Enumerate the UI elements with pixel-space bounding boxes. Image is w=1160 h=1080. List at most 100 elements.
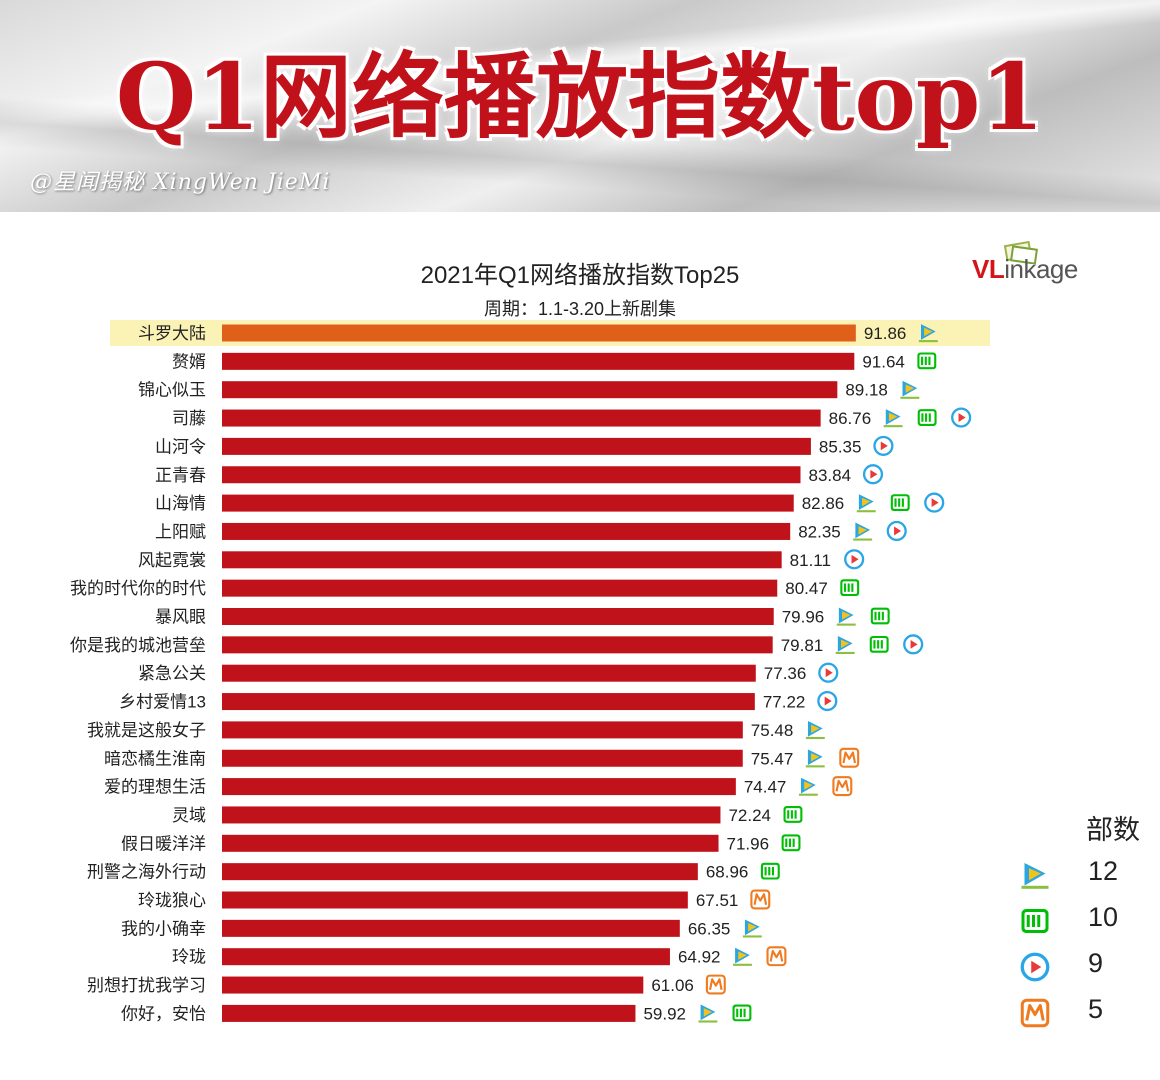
youku-icon	[873, 435, 894, 456]
logo-part-rest: inkage	[1004, 254, 1078, 284]
tencent-video-icon	[805, 721, 825, 740]
category-label: 锦心似玉	[138, 381, 206, 400]
mgtv-icon	[832, 776, 853, 797]
vlinkage-logo: VLinkage	[972, 240, 1102, 288]
category-label: 上阳赋	[155, 522, 206, 541]
bar	[222, 579, 778, 597]
data-label: 66.35	[688, 919, 731, 938]
data-label: 64.92	[678, 948, 721, 967]
data-label: 83.84	[808, 466, 851, 485]
tencent-video-icon	[900, 380, 920, 399]
bar	[222, 551, 782, 569]
legend-count-tencent: 12	[1088, 856, 1119, 886]
tencent-video-icon	[732, 947, 752, 966]
category-label: 赘婿	[172, 352, 206, 371]
category-label: 暴风眼	[155, 608, 206, 627]
category-label: 刑警之海外行动	[87, 863, 206, 882]
category-label: 暗恋橘生淮南	[104, 748, 206, 768]
category-label: 我就是这般女子	[87, 721, 206, 740]
youku-icon	[818, 662, 839, 683]
data-label: 77.22	[763, 693, 806, 712]
data-label: 85.35	[819, 437, 862, 456]
category-label: 乡村爱情13	[119, 693, 206, 712]
legend-title: 部数	[1086, 815, 1140, 845]
youku-icon	[1020, 952, 1050, 982]
tencent-video-icon	[805, 749, 825, 768]
tencent-video-icon	[1021, 863, 1049, 889]
bar	[222, 749, 743, 767]
logo-part-l: L	[988, 254, 1005, 284]
category-label: 山河令	[155, 437, 206, 456]
bar	[222, 863, 698, 881]
iqiyi-icon	[917, 409, 937, 426]
bar	[222, 522, 791, 540]
data-label: 91.64	[862, 352, 905, 371]
tencent-video-icon	[856, 494, 876, 513]
youku-icon	[924, 492, 945, 513]
bar-chart: 斗罗大陆 91.86 赘婿 91.64 锦心似玉 89.18 司藤 86.76 山河令 85.35…	[70, 320, 990, 1023]
bar	[222, 608, 774, 625]
iqiyi-icon	[869, 635, 889, 653]
tencent-video-icon	[742, 919, 762, 938]
tencent-video-icon	[853, 522, 873, 541]
data-label: 72.24	[728, 806, 771, 825]
data-label: 75.48	[751, 721, 794, 740]
chart-title: 2021年Q1网络播放指数Top25	[420, 262, 740, 289]
bar	[222, 352, 855, 370]
bar	[222, 919, 680, 937]
logo-mark-icon	[1003, 240, 1038, 264]
bar	[222, 806, 721, 824]
category-label: 司藤	[172, 409, 206, 428]
data-label: 80.47	[785, 579, 828, 598]
logo-part-v: V	[972, 254, 989, 284]
category-label: 我的小确幸	[121, 919, 206, 938]
data-label: 79.96	[782, 608, 825, 627]
bar	[222, 693, 755, 711]
logo-text: VLinkage	[972, 254, 1078, 285]
tencent-video-icon	[798, 777, 818, 796]
category-label: 爱的理想生活	[104, 778, 206, 797]
data-label: 79.81	[781, 636, 824, 655]
tencent-video-icon	[835, 635, 855, 655]
bar	[222, 466, 801, 484]
category-label: 假日暖洋洋	[121, 834, 206, 853]
banner-title: Q1网络播放指数top1	[115, 43, 1045, 151]
category-label: 斗罗大陆	[138, 324, 206, 343]
banner: Q1网络播放指数top1 @星闻揭秘 XingWen JieMi	[0, 0, 1160, 212]
data-label: 86.76	[829, 409, 872, 428]
bar	[222, 494, 794, 512]
data-label: 75.47	[751, 749, 794, 768]
bar	[222, 381, 838, 399]
category-label: 你好，安怡	[121, 1004, 206, 1023]
youku-icon	[844, 549, 865, 570]
category-label: 灵域	[172, 806, 206, 825]
category-label: 紧急公关	[138, 664, 206, 683]
category-label: 我的时代你的时代	[70, 579, 206, 598]
tencent-video-icon	[883, 409, 903, 428]
category-label: 正青春	[155, 466, 206, 485]
data-label: 82.86	[802, 494, 845, 513]
bar	[222, 721, 743, 739]
legend-count-youku: 9	[1088, 948, 1104, 978]
youku-icon	[817, 690, 838, 712]
data-label: 74.47	[744, 778, 787, 797]
mgtv-icon	[750, 889, 771, 910]
iqiyi-icon	[781, 834, 801, 852]
category-label: 你是我的城池营垒	[70, 636, 206, 655]
mgtv-icon	[705, 974, 726, 995]
bar	[222, 976, 644, 994]
legend: 部数 12 10 9 5	[1010, 808, 1150, 1048]
bar	[222, 891, 688, 909]
legend-item-mgtv: 5	[1010, 994, 1150, 1034]
tencent-video-icon	[836, 607, 856, 626]
tencent-video-icon	[918, 324, 938, 343]
iqiyi-icon	[1021, 909, 1049, 933]
bar	[222, 948, 670, 966]
data-label: 81.11	[790, 551, 831, 570]
iqiyi-icon	[760, 862, 780, 880]
category-label: 玲珑	[172, 948, 206, 967]
legend-count-iqiyi: 10	[1088, 902, 1119, 932]
legend-item-iqiyi: 10	[1010, 902, 1150, 942]
data-label: 68.96	[706, 863, 749, 882]
legend-item-tencent: 12	[1010, 856, 1150, 896]
